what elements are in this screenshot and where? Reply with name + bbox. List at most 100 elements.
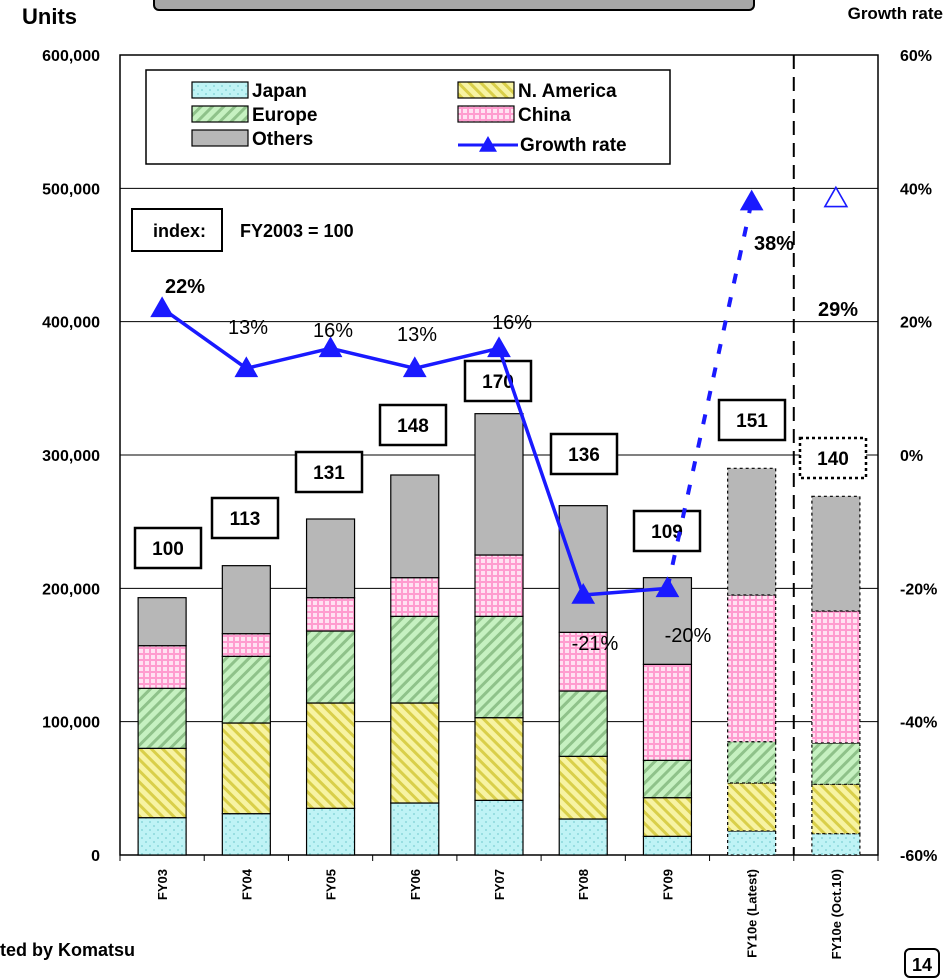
legend-swatch: [191, 129, 249, 147]
x-category-label: FY05: [324, 869, 339, 900]
growth-rate-marker: [234, 356, 259, 378]
legend-swatch: [191, 81, 249, 99]
growth-rate-marker: [150, 296, 174, 318]
x-category-label: FY10e (Oct.10): [829, 869, 844, 959]
x-category-label: FY08: [576, 869, 591, 900]
bar-segment-others: [474, 413, 524, 556]
legend-label: Japan: [252, 81, 307, 102]
title-bar: [153, 0, 755, 11]
bar-segment-china: [811, 610, 861, 744]
index-label-box: [378, 403, 448, 447]
index-label: 151: [736, 411, 768, 432]
index-label: 100: [152, 539, 184, 560]
bar-segment-others: [137, 597, 187, 647]
y-left-tick-label: 300,000: [42, 448, 100, 465]
bar-segment-others: [558, 505, 608, 633]
growth-rate-marker: [655, 576, 680, 598]
y-left-tick-label: 0: [91, 848, 100, 865]
bar-segment-china: [221, 633, 271, 657]
bar-segment-japan: [390, 802, 440, 856]
bar-segment-china: [474, 554, 524, 617]
page-number: 14: [904, 948, 940, 978]
x-category-label: FY04: [239, 868, 254, 900]
bar-segment-europe: [474, 615, 524, 719]
growth-rate-marker: [402, 356, 427, 378]
bar-segment-china: [305, 597, 356, 632]
index-label: 136: [568, 445, 600, 466]
growth-rate-label: 22%: [165, 276, 205, 298]
y-left-tick-label: 600,000: [42, 48, 100, 65]
bar-segment-europe: [137, 687, 187, 749]
bar-segment-japan: [305, 807, 356, 856]
bar-segment-china: [727, 594, 777, 743]
index-label-box: [210, 496, 280, 540]
index-label-box: [717, 398, 787, 442]
x-category-label: FY09: [660, 869, 675, 900]
bar-segment-japan: [811, 833, 861, 856]
right-axis-unit: Growth rate: [847, 4, 943, 23]
bar-segment-japan: [727, 830, 777, 856]
y-right-tick-label: 40%: [900, 181, 932, 198]
y-left-tick-label: 200,000: [42, 581, 100, 598]
index-label: 109: [651, 522, 683, 543]
bar-segment-japan: [558, 818, 608, 856]
growth-rate-marker: [571, 582, 596, 604]
bar-segment-europe: [642, 759, 693, 799]
growth-rate-label: -20%: [665, 625, 712, 647]
index-label-box: [549, 432, 619, 476]
growth-rate-marker: [318, 336, 343, 358]
growth-rate-label: 29%: [818, 299, 858, 321]
index-label-box: [294, 450, 364, 494]
bar-segment-n-america: [558, 755, 608, 820]
growth-rate-label: 38%: [754, 233, 794, 255]
growth-rate-label: -21%: [572, 633, 619, 655]
bar-segment-china: [642, 663, 693, 761]
index-label-box: [798, 436, 868, 480]
index-label-box: [463, 359, 533, 403]
bar-segment-europe: [558, 690, 608, 757]
bar-segment-europe: [305, 630, 356, 704]
legend-swatch: [457, 81, 515, 99]
y-right-tick-label: 60%: [900, 48, 932, 65]
growth-rate-label: 16%: [492, 312, 532, 334]
bar-segment-europe: [221, 655, 271, 724]
bar-segment-n-america: [642, 797, 693, 837]
bar-segment-n-america: [137, 747, 187, 819]
growth-rate-label: 13%: [397, 324, 437, 346]
growth-rate-label: 13%: [228, 317, 268, 339]
legend-label: Growth rate: [520, 135, 627, 156]
index-label: 140: [817, 449, 849, 470]
bar-segment-japan: [642, 835, 693, 856]
legend-swatch: [191, 105, 249, 123]
y-right-tick-label: -20%: [900, 581, 937, 598]
x-category-label: FY07: [492, 869, 507, 900]
bar-segment-others: [305, 518, 356, 599]
footer-note: ted by Komatsu: [0, 940, 136, 960]
legend-label: China: [518, 105, 571, 126]
bar-segment-others: [811, 495, 861, 612]
bar-segment-china: [137, 645, 187, 689]
y-right-tick-label: -60%: [900, 848, 937, 865]
bar-segment-japan: [474, 799, 524, 856]
bar-segment-n-america: [474, 717, 524, 801]
bar-segment-n-america: [221, 722, 271, 815]
y-right-tick-label: 0%: [900, 448, 923, 465]
index-note-key: index:: [153, 221, 206, 241]
bar-segment-n-america: [727, 782, 777, 832]
left-axis-unit: Units: [22, 4, 77, 29]
bar-segment-others: [390, 474, 440, 579]
bar-segment-china: [390, 577, 440, 617]
x-category-label: FY10e (Latest): [745, 869, 760, 958]
growth-rate-marker-open: [823, 185, 849, 208]
y-left-tick-label: 100,000: [42, 715, 100, 732]
bar-segment-n-america: [811, 783, 861, 835]
index-label: 170: [482, 372, 514, 393]
bar-segment-others: [221, 565, 271, 635]
legend-label: Europe: [252, 105, 317, 126]
x-category-label: FY06: [408, 869, 423, 900]
bar-segment-europe: [390, 615, 440, 704]
growth-rate-marker: [487, 336, 511, 358]
y-right-tick-label: -40%: [900, 715, 937, 732]
growth-rate-forecast-line: [665, 201, 754, 589]
index-note-box: [131, 208, 223, 252]
